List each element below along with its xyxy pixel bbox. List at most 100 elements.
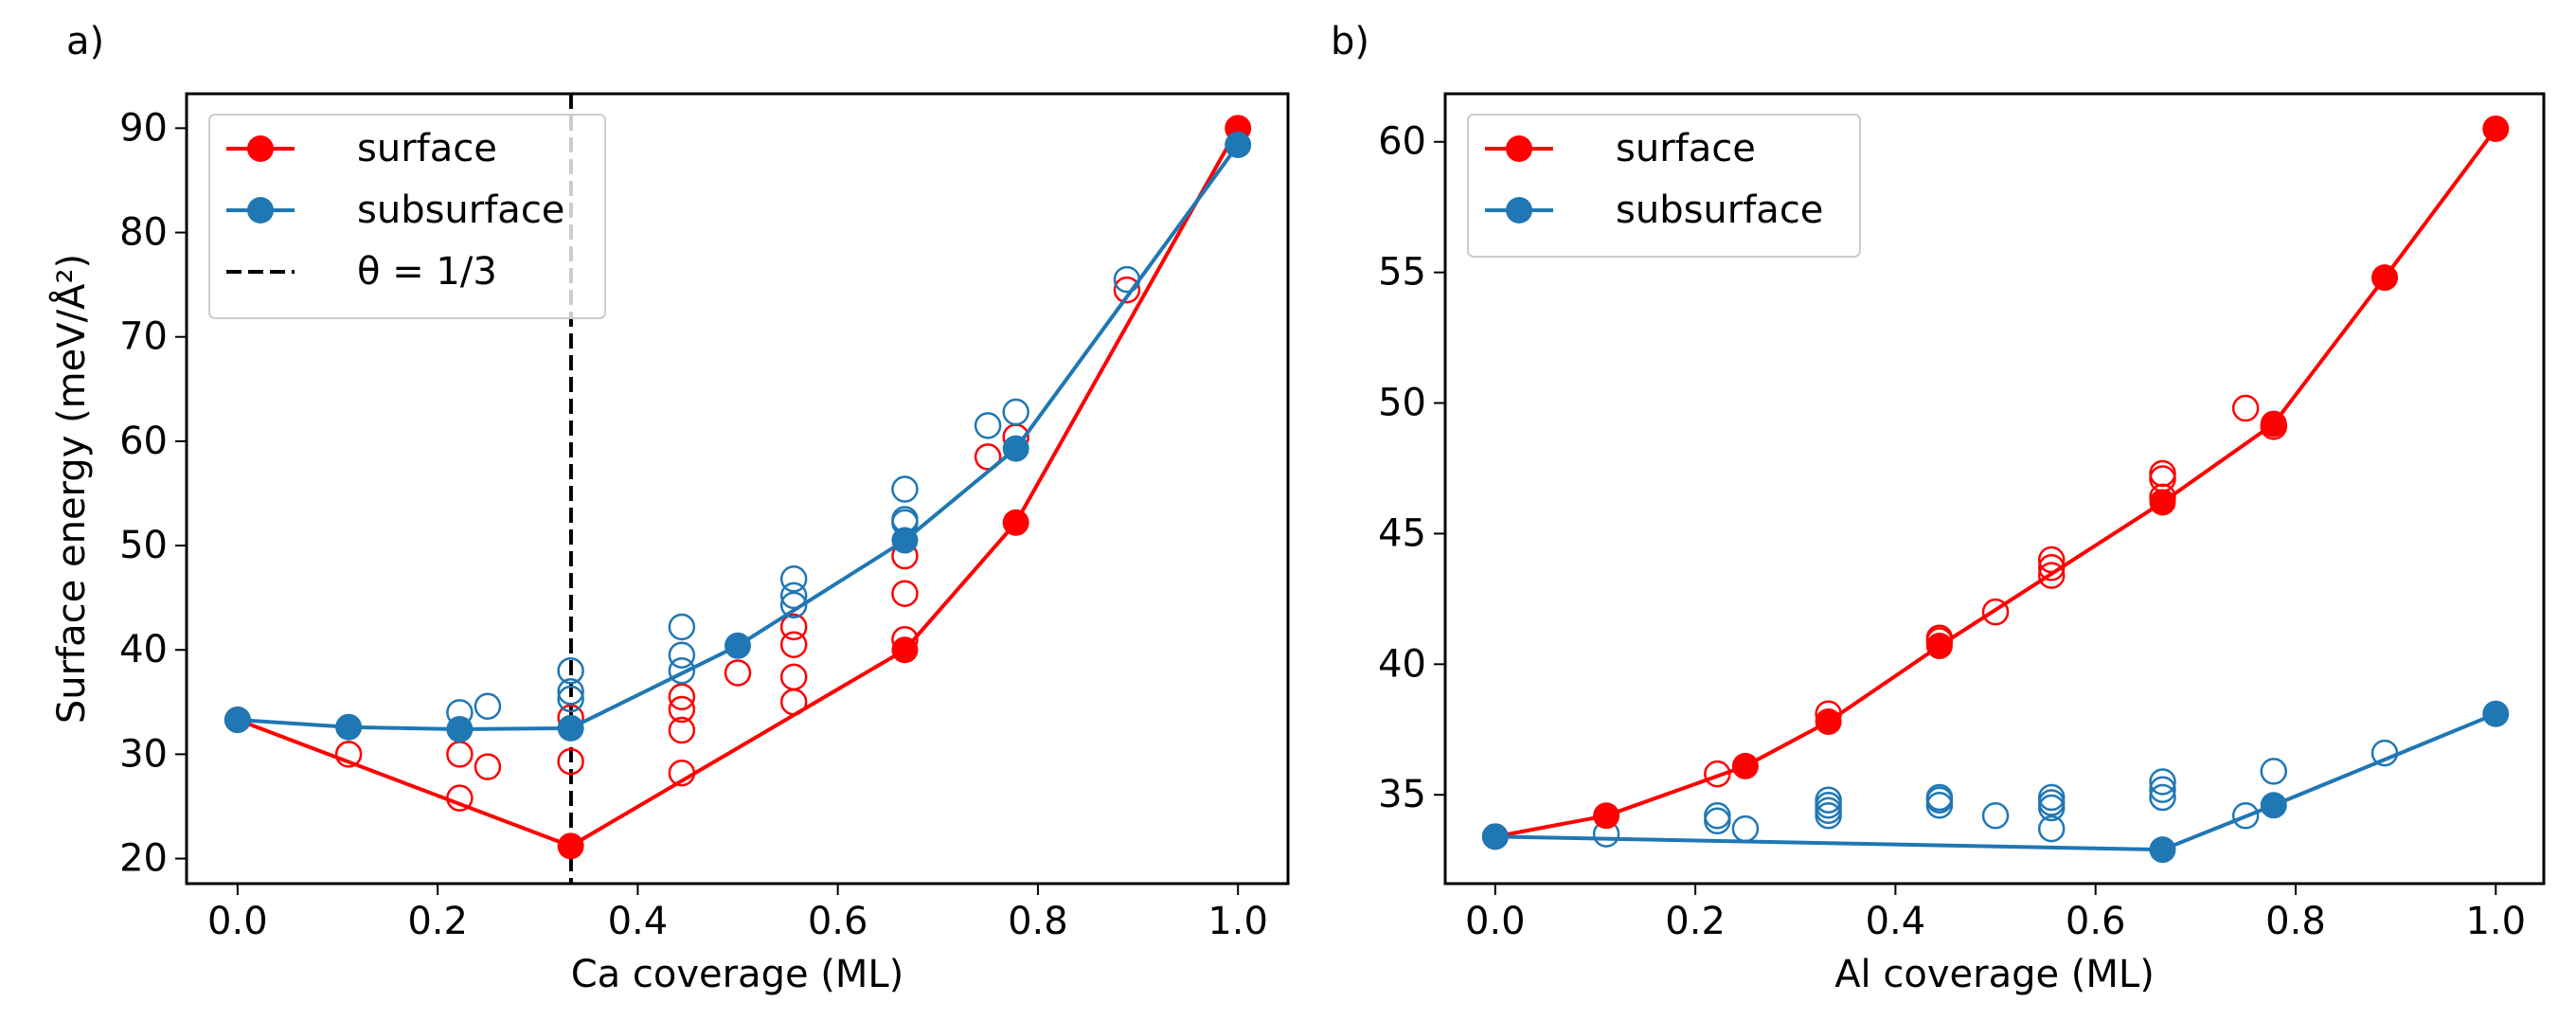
legend-marker	[1506, 135, 1532, 162]
y-tick-label: 30	[119, 732, 168, 776]
open-point	[668, 656, 696, 685]
x-tick-label: 1.0	[2465, 900, 2526, 943]
open-point	[668, 716, 696, 744]
x-tick-label: 0.0	[207, 900, 268, 943]
y-tick-label: 60	[119, 420, 168, 463]
open-point	[334, 741, 363, 768]
open-point	[1815, 786, 1842, 814]
point	[557, 832, 584, 860]
x-axis-label: Ca coverage (ML)	[571, 953, 904, 996]
open-point	[724, 659, 752, 687]
point	[1815, 708, 1842, 736]
point	[1925, 633, 1953, 660]
point	[1593, 802, 1620, 830]
point	[2371, 264, 2399, 292]
open-point	[2231, 802, 2260, 830]
open-point	[974, 443, 1002, 471]
open-point	[668, 695, 696, 724]
open-point	[891, 580, 919, 607]
open-point	[557, 747, 584, 776]
y-tick-label: 90	[119, 106, 168, 150]
legend-label: subsurface	[1616, 188, 1823, 232]
legend-box	[1467, 114, 1861, 258]
y-tick-label: 45	[1378, 511, 1426, 555]
legend-marker	[1506, 197, 1532, 224]
open-point	[1704, 807, 1731, 835]
open-point	[2149, 465, 2176, 492]
series-line	[1494, 711, 2497, 852]
open-point	[1925, 783, 1954, 812]
series-line	[237, 143, 1240, 731]
open-point	[2037, 562, 2066, 589]
x-tick-label: 0.8	[1008, 900, 1068, 943]
point	[2482, 115, 2510, 142]
point	[557, 714, 584, 742]
point	[335, 713, 363, 741]
y-tick-label: 40	[119, 628, 168, 671]
open-point	[557, 685, 584, 713]
legend-label: surface	[357, 127, 497, 170]
open-point	[779, 631, 808, 658]
open-point	[779, 582, 808, 610]
point	[724, 632, 752, 659]
y-tick-label: 60	[1378, 120, 1426, 164]
legend-marker	[247, 197, 274, 224]
open-point	[779, 591, 808, 619]
open-point	[779, 663, 808, 691]
x-axis-label: Al coverage (ML)	[1834, 953, 2155, 996]
legend-label: subsurface	[357, 188, 564, 232]
open-point	[2037, 789, 2066, 816]
open-point	[474, 753, 502, 780]
open-point	[1113, 276, 1141, 304]
point	[224, 707, 251, 734]
point	[1002, 509, 1029, 536]
y-tick-label: 35	[1378, 773, 1426, 816]
point	[891, 636, 919, 664]
legend-label: θ = 1/3	[357, 250, 497, 294]
open-point	[2149, 459, 2176, 488]
open-point	[2231, 394, 2260, 422]
point	[2260, 410, 2287, 438]
y-tick-label: 20	[119, 837, 168, 881]
x-tick-label: 1.0	[1208, 900, 1268, 943]
point	[891, 527, 919, 554]
point	[1002, 435, 1029, 462]
open-point	[1981, 802, 2010, 830]
open-point	[668, 683, 696, 711]
point	[2482, 700, 2510, 727]
open-point	[446, 741, 474, 768]
open-point	[779, 613, 808, 641]
plot-frame	[1443, 92, 2546, 886]
open-point	[2149, 783, 2176, 812]
open-point	[474, 692, 502, 720]
open-point	[891, 475, 919, 503]
point	[1731, 752, 1759, 779]
legend-box	[208, 114, 606, 319]
x-tick-label: 0.2	[407, 900, 468, 943]
x-tick-label: 0.8	[2265, 900, 2326, 943]
open-point	[668, 641, 696, 669]
open-point	[779, 565, 808, 593]
open-point	[557, 656, 584, 685]
open-point	[2149, 776, 2176, 803]
y-tick-label: 80	[119, 211, 168, 255]
open-point	[1731, 814, 1760, 843]
x-tick-label: 0.4	[1866, 900, 1926, 943]
point	[1225, 131, 1252, 158]
y-tick-label: 70	[119, 315, 168, 359]
y-tick-label: 50	[119, 524, 168, 567]
open-point	[1002, 398, 1029, 426]
legend-marker	[247, 135, 274, 162]
open-point	[2260, 758, 2288, 785]
open-point	[1704, 760, 1731, 788]
x-tick-label: 0.2	[1665, 900, 1726, 943]
y-tick-label: 55	[1378, 251, 1426, 295]
x-tick-label: 0.6	[2066, 900, 2126, 943]
open-point	[1981, 598, 2010, 626]
y-tick-label: 40	[1378, 642, 1426, 686]
x-tick-label: 0.6	[808, 900, 868, 943]
open-point	[668, 613, 696, 641]
panel-label: b)	[1331, 20, 1369, 63]
open-point	[974, 412, 1002, 439]
